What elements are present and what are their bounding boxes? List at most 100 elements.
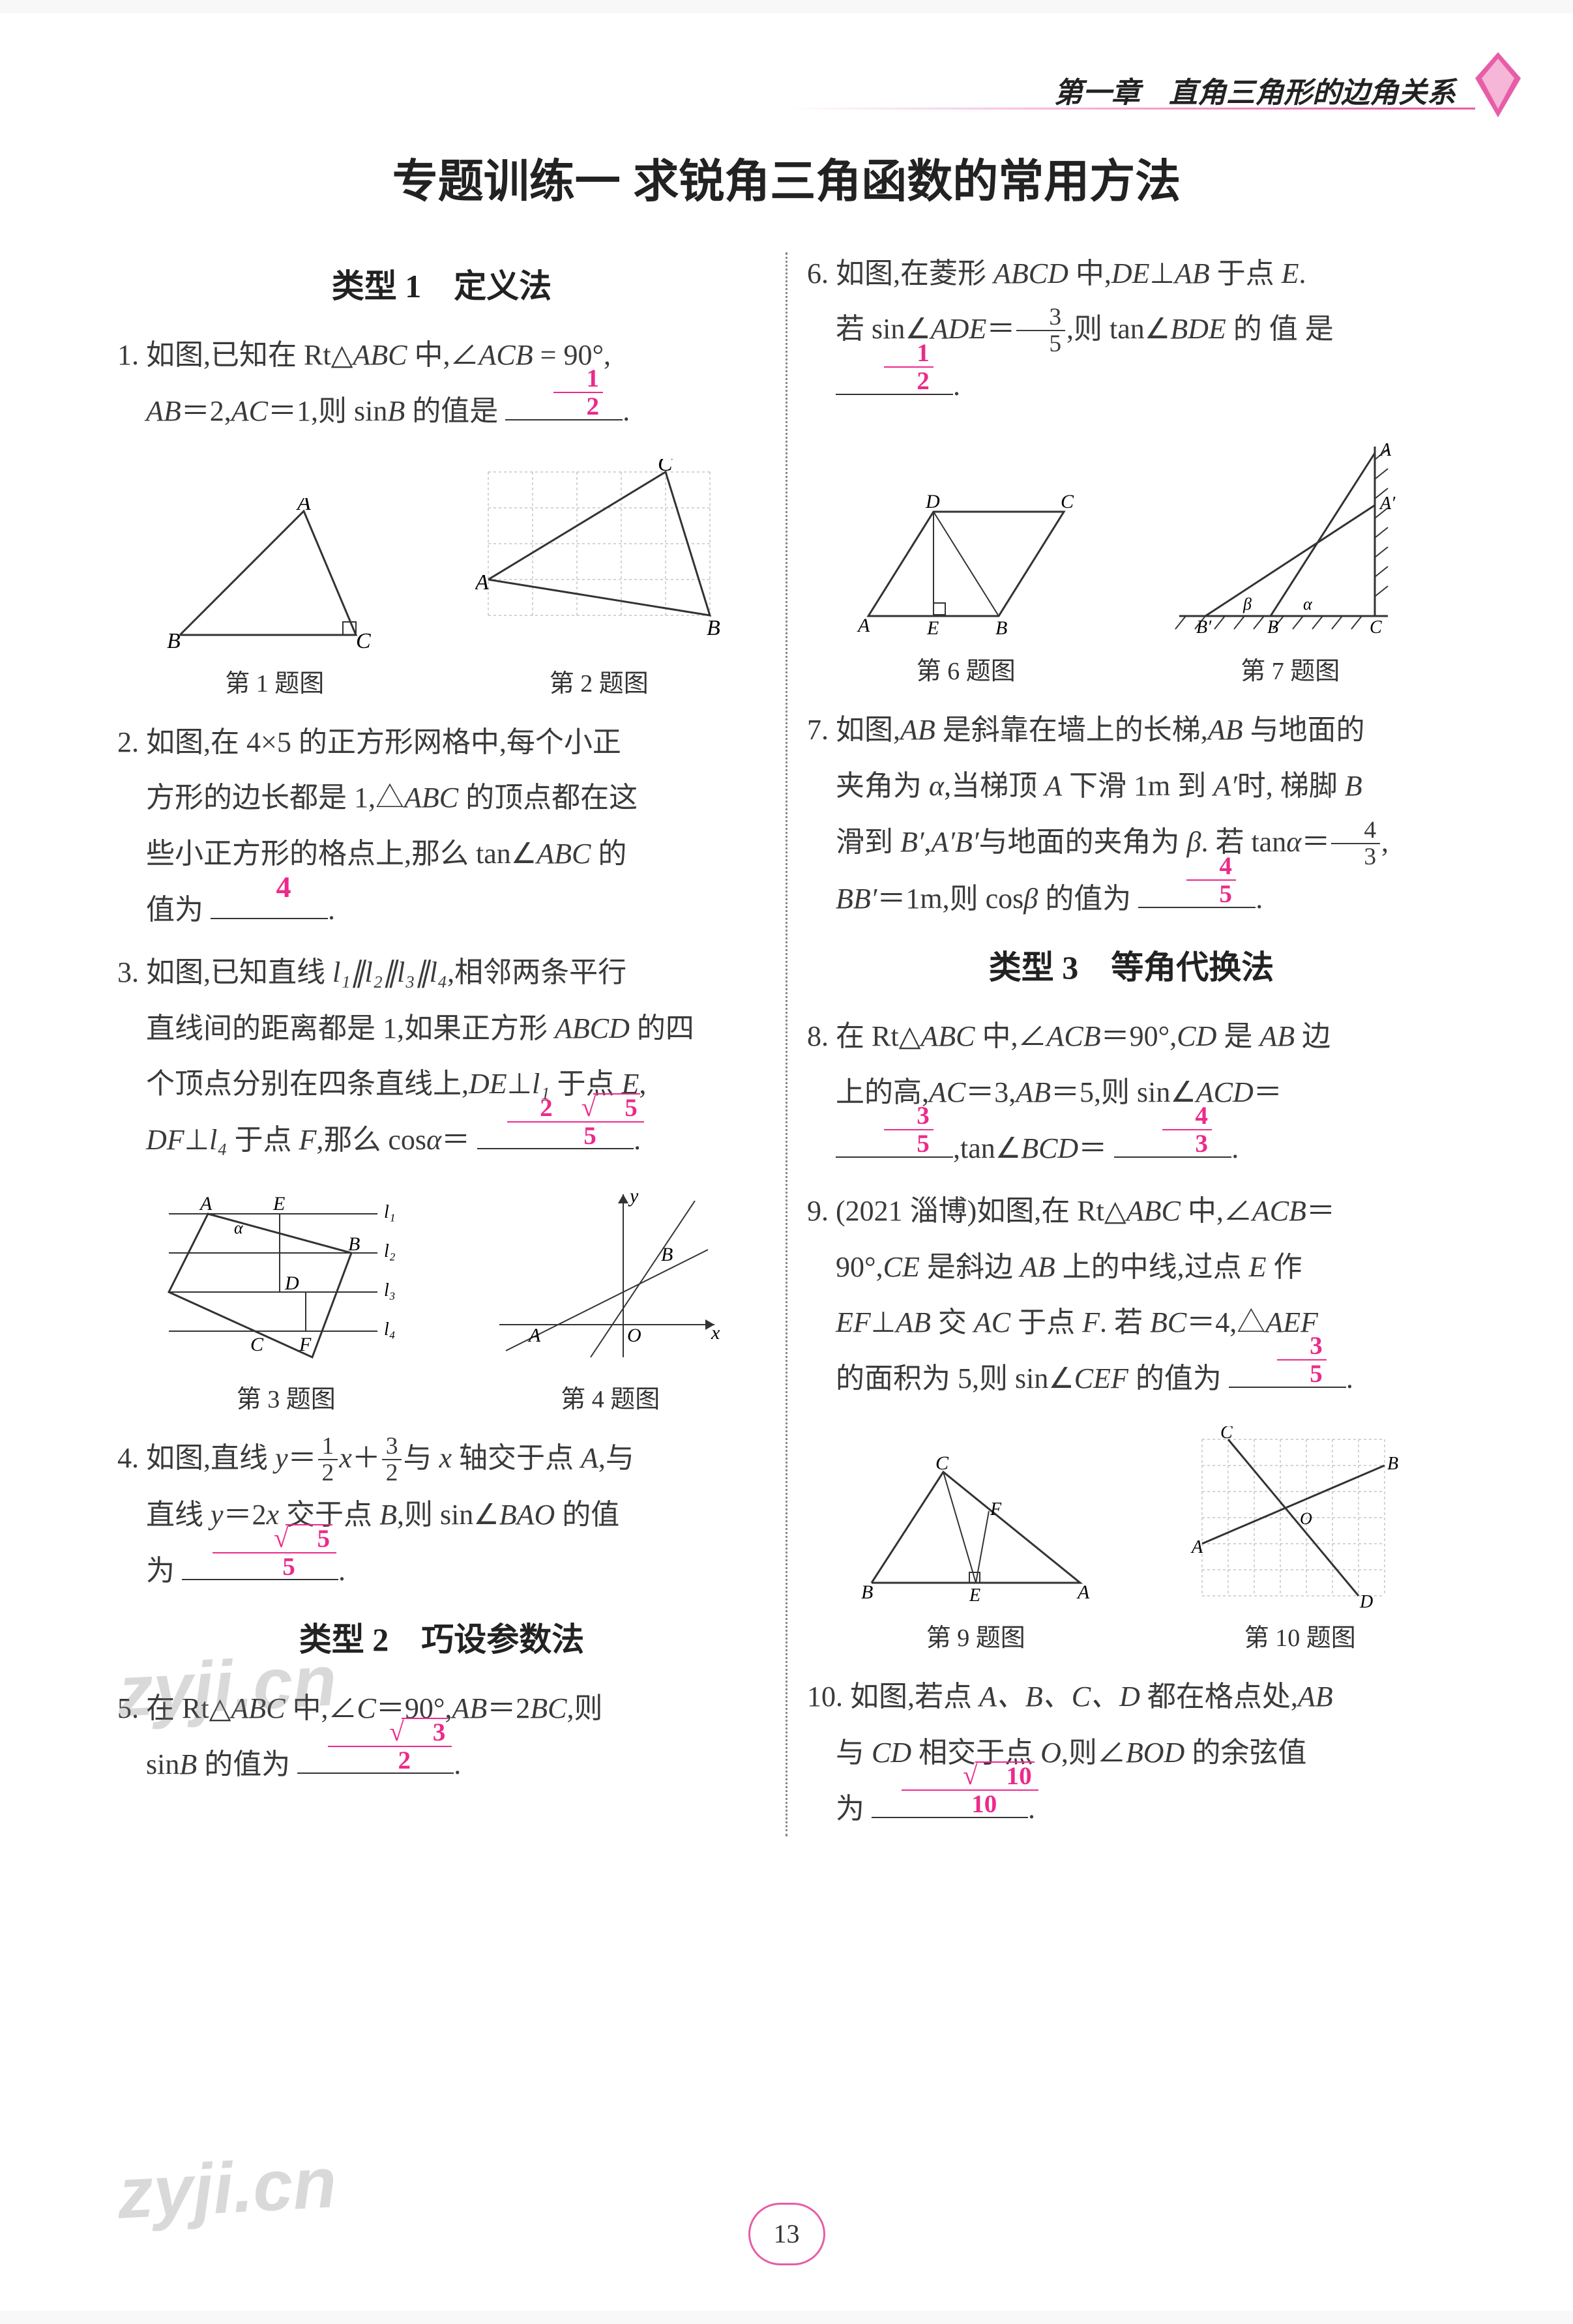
figure-7: A A′ B B′ C α β 第 7 题图 <box>1166 434 1414 696</box>
text: . <box>454 1748 461 1780</box>
svg-text:α: α <box>234 1218 244 1237</box>
answer: 255 <box>477 1089 634 1147</box>
rad: 5 <box>593 1093 640 1121</box>
var: BC <box>1150 1306 1186 1338</box>
answer-blank: 255 <box>477 1121 634 1149</box>
text: 是斜靠在墙上的长梯, <box>935 714 1208 746</box>
figure-row-3-4: A E B D α C F l₁ l₂ l₃ l₄ 第 3 题图 <box>117 1188 766 1424</box>
figure-caption: 第 10 题图 <box>1189 1614 1411 1662</box>
grid-cross-icon: A B C D O <box>1189 1426 1411 1609</box>
var: ABC <box>1126 1195 1181 1227</box>
d: 2 <box>318 1460 338 1486</box>
text: 与 <box>403 1442 439 1474</box>
svg-text:O: O <box>1300 1509 1312 1528</box>
figure-caption: 第 9 题图 <box>852 1614 1100 1662</box>
figure-4: B A O x y 第 4 题图 <box>493 1188 728 1424</box>
text: 的值为 <box>197 1748 290 1780</box>
figure-6: D C A E B 第 6 题图 <box>849 473 1083 696</box>
var: BDE <box>1170 313 1226 345</box>
text: 是 <box>1216 1020 1259 1052</box>
triangle-icon: A B C <box>160 498 389 655</box>
page-number: 13 <box>748 2203 825 2265</box>
text: 7. 如图, <box>807 714 900 746</box>
d: 3 <box>1162 1130 1212 1157</box>
n: 3 <box>1016 304 1065 331</box>
svg-text:B: B <box>348 1233 360 1255</box>
figure-2: A C B 第 2 题图 <box>475 459 723 708</box>
text: ,则 tan∠ <box>1066 313 1170 345</box>
n: 1 <box>318 1434 338 1460</box>
var: y <box>275 1442 288 1474</box>
figure-row-9-10: C F B E A 第 9 题图 <box>807 1426 1456 1662</box>
var: AB <box>1208 714 1243 746</box>
text: ,与 <box>598 1442 634 1474</box>
num: 1 <box>553 365 603 393</box>
answer: 35 <box>1229 1327 1346 1386</box>
text: ＝1m,则 cos <box>877 883 1023 915</box>
text: ⊥ <box>184 1124 209 1156</box>
var: BC <box>530 1692 566 1724</box>
var: BB′ <box>836 883 877 915</box>
text: 轴交于点 <box>452 1442 581 1474</box>
figure-caption: 第 7 题图 <box>1166 647 1414 696</box>
text: 于点 <box>228 1124 299 1156</box>
svg-text:E: E <box>926 617 939 639</box>
chapter-header: 第一章 直角三角形的边角关系 <box>1054 65 1456 121</box>
text: . <box>1256 883 1263 915</box>
var: AB <box>146 395 181 427</box>
svg-text:A: A <box>857 615 870 636</box>
text: 滑到 <box>836 826 900 858</box>
svg-text:C: C <box>935 1452 949 1474</box>
var: F <box>299 1124 317 1156</box>
text: 10. 如图,若点 <box>807 1681 979 1713</box>
text: 的值为 <box>1128 1362 1222 1394</box>
var: BOD <box>1126 1737 1184 1769</box>
text: 90°, <box>836 1251 883 1283</box>
svg-text:F: F <box>299 1334 312 1355</box>
text: 1. 如图,已知在 Rt△ <box>117 339 353 371</box>
text: ＋ <box>352 1442 381 1474</box>
svg-text:C: C <box>658 459 673 476</box>
svg-text:B′: B′ <box>1196 617 1212 638</box>
svg-text:D: D <box>1359 1592 1373 1609</box>
n: 1 <box>884 340 934 368</box>
figure-1: A B C 第 1 题图 <box>160 498 389 708</box>
text: . 若 <box>1100 1306 1150 1338</box>
var: ABC <box>537 838 591 870</box>
var: ABC <box>920 1020 975 1052</box>
text: ＝1,则 sin <box>268 395 387 427</box>
svg-text:y: y <box>628 1188 639 1207</box>
var: AB <box>452 1692 488 1724</box>
var: AB <box>1020 1251 1055 1283</box>
n: 4 <box>1162 1102 1212 1130</box>
var: α <box>1286 826 1301 858</box>
var: x <box>339 1442 352 1474</box>
answer: 1010 <box>872 1757 1028 1816</box>
var: A、B、C、D <box>979 1681 1140 1713</box>
svg-text:B: B <box>707 616 720 640</box>
var: B <box>1345 770 1362 802</box>
figure-10: A B C D O 第 10 题图 <box>1189 1426 1411 1662</box>
text: . <box>1299 257 1306 289</box>
problem-9: 9. (2021 淄博)如图,在 Rt△ABC 中,∠ACB＝ 90°,CE 是… <box>807 1183 1456 1662</box>
text: . <box>623 395 630 427</box>
text: ,当梯顶 <box>944 770 1044 802</box>
var: B <box>179 1748 197 1780</box>
page-number-container: 13 <box>0 2203 1573 2265</box>
var: AB <box>1016 1076 1051 1108</box>
text: 于点 <box>1210 257 1282 289</box>
figure-caption: 第 6 题图 <box>849 647 1083 696</box>
svg-text:B: B <box>1387 1454 1398 1474</box>
var: α <box>426 1124 441 1156</box>
text: ,tan∠ <box>953 1132 1021 1164</box>
text: ,则 sin∠ <box>397 1499 499 1531</box>
subtype-2: 类型 2 巧设参数法 <box>117 1608 766 1672</box>
text: 的余弦值 <box>1184 1737 1306 1769</box>
answer-blank: 12 <box>836 366 953 395</box>
answer-blank: 1010 <box>872 1789 1028 1818</box>
text: 2. 如图,在 4×5 的正方形网格中,每个小正 <box>117 726 621 758</box>
var: ABC <box>353 339 407 371</box>
svg-text:l₁: l₁ <box>384 1202 396 1222</box>
text: , <box>924 826 932 858</box>
rad: 3 <box>402 1718 448 1746</box>
